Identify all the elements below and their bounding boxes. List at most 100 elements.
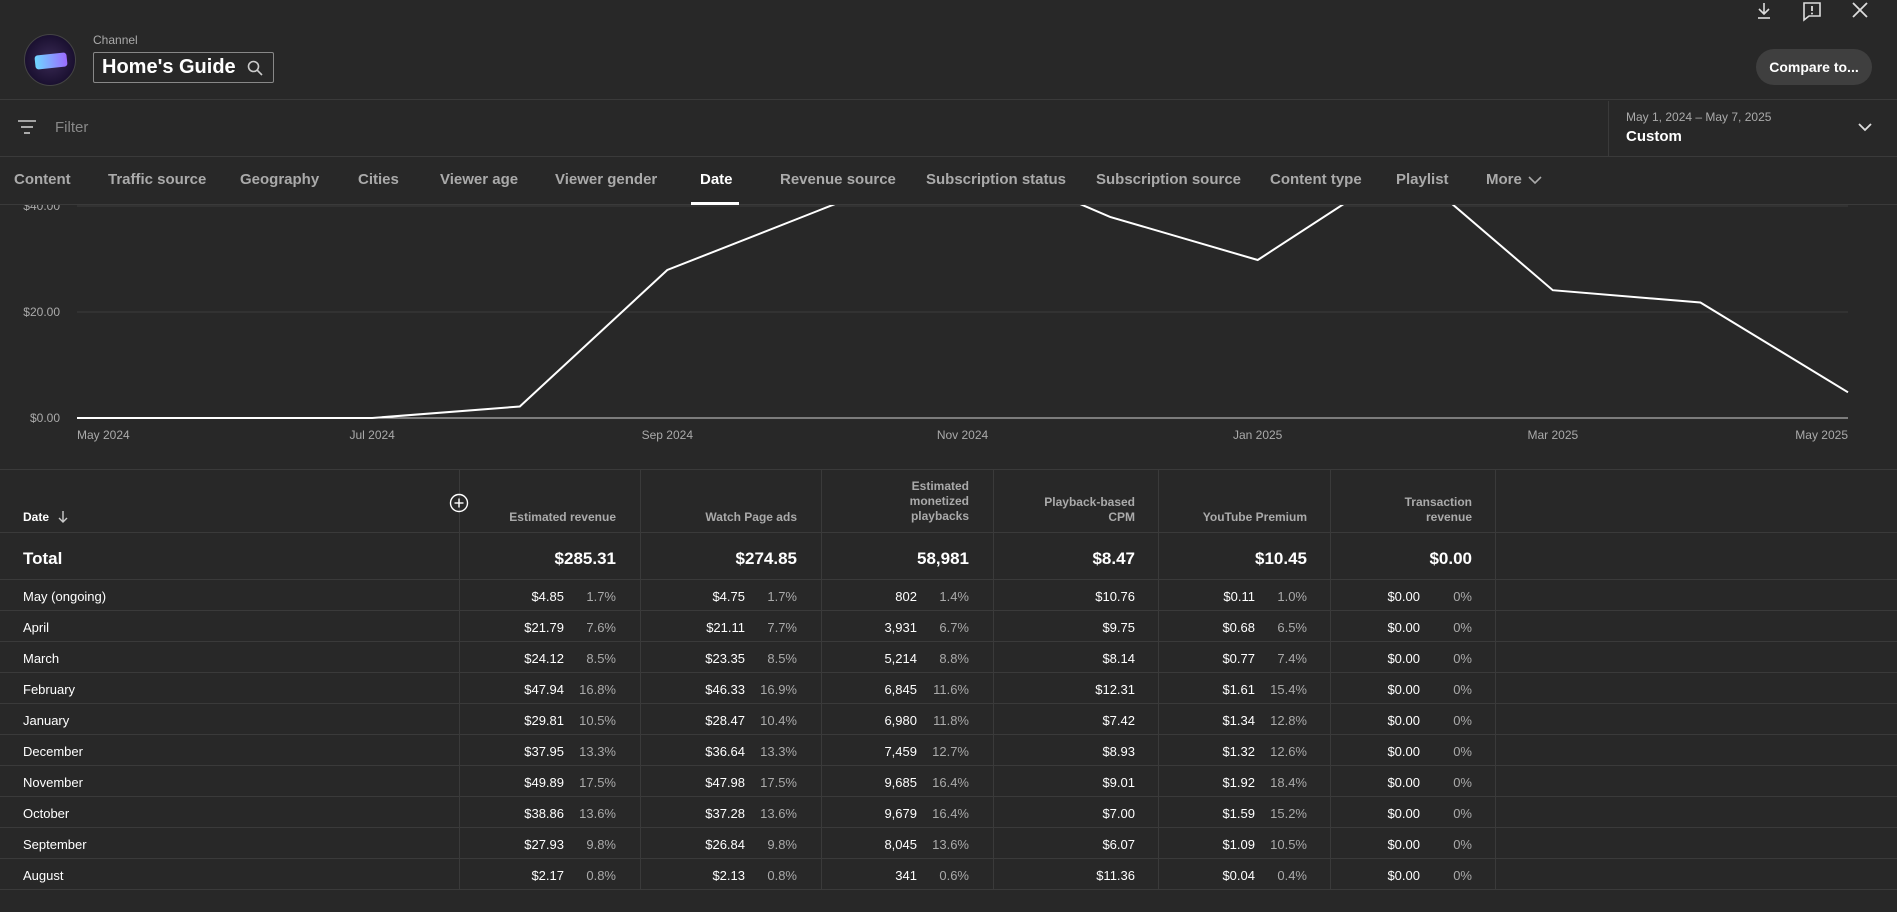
tab-traffic-source[interactable]: Traffic source [108,171,207,188]
row-divider [0,796,1897,797]
cell-date[interactable]: February [23,682,76,697]
x-tick-label: Nov 2024 [937,428,989,442]
compare-button[interactable]: Compare to... [1756,49,1872,85]
tab-more[interactable]: More [1486,171,1542,188]
cell-play_pct: 0.6% [939,868,969,883]
column-divider [459,470,460,890]
cell-prem: $1.92 [1222,775,1255,790]
filter-bar: Filter May 1, 2024 – May 7, 2025 Custom [0,101,1897,157]
tab-active-indicator [691,202,739,205]
tab-revenue-source[interactable]: Revenue source [780,171,896,188]
row-divider [0,672,1897,673]
tab-content[interactable]: Content [14,171,71,188]
cell-trans: $0.00 [1387,651,1420,666]
cell-rev: $21.79 [524,620,564,635]
cell-ads: $28.47 [705,713,745,728]
x-tick-label: May 2025 [1795,428,1848,442]
cell-rev_pct: 8.5% [586,651,616,666]
series-line[interactable] [77,205,1849,419]
column-header-watch-page-ads[interactable]: Watch Page ads [705,510,797,524]
tab-cities[interactable]: Cities [358,171,399,188]
cell-play: 6,845 [884,682,917,697]
column-divider [821,470,822,890]
cell-prem_pct: 18.4% [1270,775,1307,790]
column-header-youtube-premium[interactable]: YouTube Premium [1202,510,1307,524]
cell-trans: $0.00 [1387,868,1420,883]
cell-rev_pct: 17.5% [579,775,616,790]
data-point[interactable] [664,267,670,273]
data-point[interactable] [517,403,523,409]
cell-trans: $0.00 [1387,589,1420,604]
cell-cpm: $11.36 [1096,868,1135,883]
cell-prem: $1.59 [1222,806,1255,821]
tab-viewer-age[interactable]: Viewer age [440,171,519,188]
tab-viewer-gender[interactable]: Viewer gender [555,171,658,188]
sort-down-icon[interactable] [57,510,69,524]
cell-ads_pct: 16.9% [760,682,797,697]
data-point[interactable] [1550,287,1556,293]
add-column-icon[interactable] [449,493,469,513]
cell-prem: $0.11 [1223,589,1255,604]
close-icon[interactable] [1848,0,1872,22]
data-point[interactable] [369,415,375,421]
cell-ads_pct: 13.6% [760,806,797,821]
cell-date[interactable]: January [23,713,70,728]
date-range-picker[interactable]: May 1, 2024 – May 7, 2025 Custom [1608,101,1897,157]
column-header-date[interactable]: Date [23,510,50,524]
cell-play_pct: 1.4% [939,589,969,604]
data-point[interactable] [1107,214,1113,220]
tab-geography[interactable]: Geography [240,171,320,188]
search-icon[interactable] [246,59,264,77]
data-point[interactable] [1845,389,1851,395]
data-point[interactable] [1255,257,1261,263]
cell-cpm: $9.01 [1102,775,1135,790]
cell-date[interactable]: April [23,620,50,635]
tab-subscription-status[interactable]: Subscription status [926,171,1067,188]
cell-rev_pct: 0.8% [586,868,616,883]
tab-subscription-source[interactable]: Subscription source [1096,171,1242,188]
cell-date[interactable]: March [23,651,60,666]
cell-prem_pct: 7.4% [1277,651,1307,666]
cell-trans_pct: 0% [1453,682,1472,697]
download-icon[interactable] [1752,0,1776,22]
cell-date[interactable]: December [23,744,83,759]
cell-rev_pct: 7.6% [586,620,616,635]
tab-playlist[interactable]: Playlist [1396,171,1449,188]
cell-date[interactable]: November [23,775,83,790]
feedback-icon[interactable] [1800,0,1824,22]
channel-selector[interactable]: Home's Guide [93,52,274,83]
column-header-estimated-revenue[interactable]: Estimated revenue [509,510,616,524]
channel-logo [34,52,68,70]
cell-date[interactable]: August [23,868,64,883]
cell-play_pct: 8.8% [939,651,969,666]
total-estimated-revenue: $285.31 [554,549,616,568]
column-header-monetized-playbacks[interactable]: Estimated monetized playbacks [909,479,969,523]
data-point[interactable] [1697,300,1703,306]
cell-date[interactable]: September [23,837,87,852]
data-point[interactable] [222,415,228,421]
filter-icon[interactable] [17,119,37,135]
filter-input[interactable]: Filter [55,119,89,136]
cell-trans_pct: 0% [1453,868,1472,883]
data-point[interactable] [74,415,80,421]
column-header-playback-cpm[interactable]: Playback-based CPM [1044,495,1135,524]
line-chart: $0.00 $20.00 $40.00 May 2024 Jul 2024 Sep 202… [23,205,1851,442]
cell-ads_pct: 9.8% [767,837,797,852]
cell-ads: $37.28 [705,806,745,821]
cell-play: 7,459 [884,744,917,759]
tab-content-type[interactable]: Content type [1270,171,1362,188]
cell-date[interactable]: May (ongoing) [23,589,107,604]
cell-cpm: $12.31 [1095,682,1135,697]
chevron-down-icon[interactable] [1857,121,1873,133]
cell-cpm: $8.14 [1102,651,1135,666]
x-tick-label: Jan 2025 [1233,428,1283,442]
cell-prem_pct: 15.4% [1270,682,1307,697]
cell-prem_pct: 0.4% [1277,868,1307,883]
cell-date[interactable]: October [23,806,70,821]
column-divider [640,470,641,890]
column-header-transaction-revenue[interactable]: Transaction revenue [1404,495,1472,524]
tab-date[interactable]: Date [700,171,733,188]
cell-trans_pct: 0% [1453,713,1472,728]
data-point[interactable] [812,209,818,215]
row-divider [0,734,1897,735]
